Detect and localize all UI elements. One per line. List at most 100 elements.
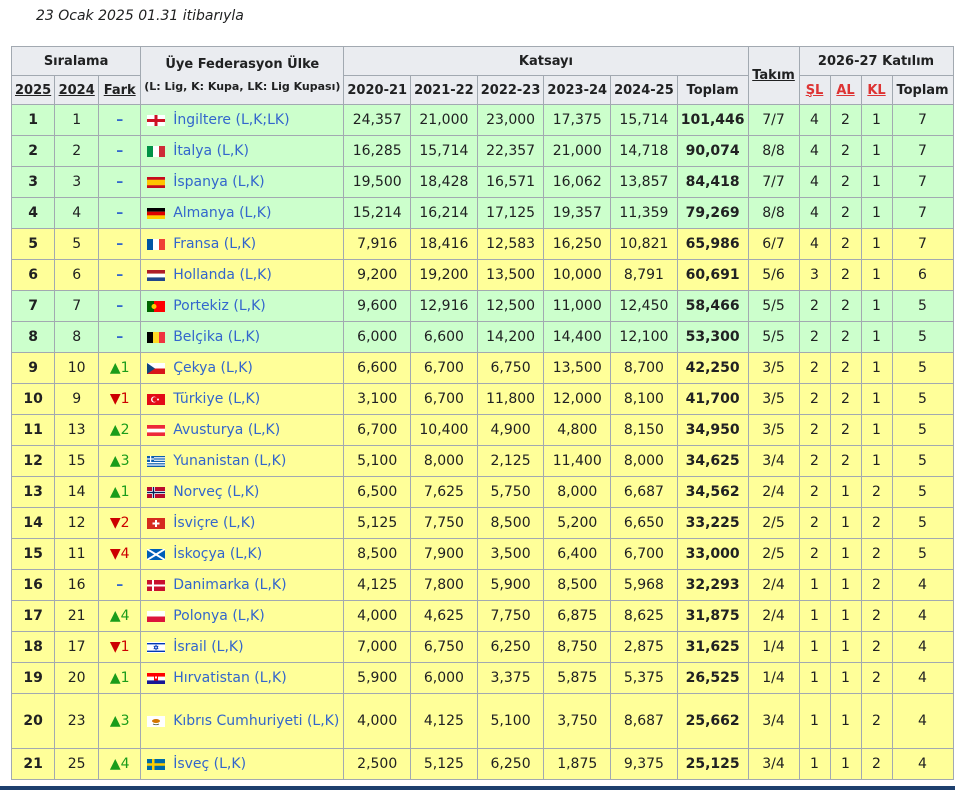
al-cell: 2 bbox=[829, 197, 862, 229]
table-caption: 23 Ocak 2025 01.31 itibarıyla bbox=[36, 8, 244, 24]
rank-2024-cell: 25 bbox=[54, 748, 100, 780]
country-link[interactable]: İsviçre bbox=[173, 515, 219, 531]
table-row: 7 7– Portekiz (L,K) 9,600 12,916 12,500 11,000… bbox=[10, 290, 954, 322]
rank-2025-cell: 13 bbox=[10, 476, 56, 508]
season-coefficient-cell: 4,000 bbox=[343, 693, 412, 749]
season-coefficient-cell: 4,625 bbox=[410, 600, 478, 632]
season-coefficient-cell: 9,200 bbox=[343, 259, 412, 291]
header-2024[interactable]: 2024 bbox=[54, 75, 100, 105]
sl-cell: 2 bbox=[798, 507, 831, 539]
country-link[interactable]: İtalya bbox=[173, 143, 213, 159]
season-coefficient-cell: 15,214 bbox=[343, 197, 412, 229]
country-link[interactable]: Polonya bbox=[173, 608, 228, 624]
team-count-cell: 7/7 bbox=[747, 104, 800, 136]
season-coefficient-cell: 6,400 bbox=[543, 538, 612, 570]
header-2025[interactable]: 2025 bbox=[10, 75, 56, 105]
flag-por-icon bbox=[147, 297, 167, 312]
rank-2024-cell: 17 bbox=[54, 631, 100, 663]
rank-2025-cell: 16 bbox=[10, 569, 56, 601]
flag-den-icon bbox=[147, 576, 167, 591]
flag-eng-icon bbox=[147, 111, 167, 126]
header-fark[interactable]: Fark bbox=[98, 75, 142, 105]
al-cell: 1 bbox=[829, 569, 862, 601]
al-cell: 2 bbox=[829, 445, 862, 477]
country-link[interactable]: Fransa bbox=[173, 236, 220, 252]
header-sl[interactable]: ŞL bbox=[798, 75, 831, 105]
country-link[interactable]: Türkiye bbox=[173, 391, 224, 407]
sl-cell: 1 bbox=[798, 631, 831, 663]
season-coefficient-cell: 6,000 bbox=[410, 662, 478, 694]
total-participation-cell: 5 bbox=[891, 538, 954, 570]
rank-change-cell: ▲3 bbox=[98, 693, 142, 749]
total-coefficient-cell: 101,446 bbox=[676, 104, 749, 136]
team-count-cell: 3/4 bbox=[747, 748, 800, 780]
season-coefficient-cell: 4,125 bbox=[410, 693, 478, 749]
rank-change-cell: – bbox=[98, 569, 142, 601]
rank-2025-cell: 5 bbox=[10, 228, 56, 260]
rank-2025-cell: 8 bbox=[10, 321, 56, 353]
season-coefficient-cell: 7,900 bbox=[410, 538, 478, 570]
country-link[interactable]: Portekiz bbox=[173, 298, 229, 314]
al-cell: 1 bbox=[829, 662, 862, 694]
kl-cell: 2 bbox=[860, 748, 893, 780]
flag-fra-icon bbox=[147, 235, 167, 250]
season-coefficient-cell: 7,750 bbox=[410, 507, 478, 539]
country-link[interactable]: Avusturya bbox=[173, 422, 244, 438]
team-count-cell: 5/6 bbox=[747, 259, 800, 291]
total-coefficient-cell: 34,625 bbox=[676, 445, 749, 477]
season-coefficient-cell: 23,000 bbox=[476, 104, 545, 136]
flag-sco-icon bbox=[146, 545, 167, 561]
team-count-cell: 8/8 bbox=[747, 197, 800, 229]
country-link[interactable]: Danimarka bbox=[173, 577, 250, 593]
kl-cell: 1 bbox=[860, 414, 893, 446]
rank-2025-cell: 19 bbox=[10, 662, 56, 694]
flag-aut-icon bbox=[147, 421, 167, 436]
flag-pol-icon bbox=[147, 607, 167, 622]
sl-cell: 1 bbox=[798, 748, 831, 780]
season-coefficient-cell: 2,500 bbox=[343, 748, 412, 780]
al-cell: 2 bbox=[829, 290, 862, 322]
rank-2025-cell: 20 bbox=[10, 693, 56, 749]
sl-cell: 2 bbox=[798, 321, 831, 353]
sl-cell: 1 bbox=[798, 662, 831, 694]
country-link[interactable]: Norveç bbox=[173, 484, 223, 500]
kl-cell: 1 bbox=[860, 166, 893, 198]
kl-cell: 2 bbox=[860, 569, 893, 601]
country-link[interactable]: Yunanistan bbox=[173, 453, 250, 469]
header-al[interactable]: AL bbox=[829, 75, 862, 105]
competition-note: (L,K) bbox=[220, 360, 253, 376]
country-link[interactable]: Hırvatistan bbox=[173, 670, 250, 686]
rank-2024-cell: 23 bbox=[54, 693, 100, 749]
country-link[interactable]: İskoçya bbox=[173, 546, 226, 562]
country-link[interactable]: Hollanda bbox=[173, 267, 235, 283]
season-coefficient-cell: 16,285 bbox=[343, 135, 412, 167]
flag-cze-icon bbox=[147, 359, 167, 374]
header-takim[interactable]: Takım bbox=[747, 46, 800, 105]
country-link[interactable]: Kıbrıs Cumhuriyeti bbox=[173, 713, 303, 729]
rank-change-cell: ▲1 bbox=[98, 352, 142, 384]
country-link[interactable]: Almanya bbox=[173, 205, 235, 221]
kl-cell: 2 bbox=[860, 662, 893, 694]
rank-2024-cell: 9 bbox=[54, 383, 100, 415]
flag-nor-icon bbox=[147, 483, 167, 498]
total-participation-cell: 4 bbox=[891, 569, 954, 601]
country-link[interactable]: İspanya bbox=[173, 174, 228, 190]
header-kl[interactable]: KL bbox=[860, 75, 893, 105]
country-link[interactable]: İsrail bbox=[173, 639, 207, 655]
header-season-2022-23: 2022-23 bbox=[476, 75, 545, 105]
country-link[interactable]: Belçika bbox=[173, 329, 224, 345]
season-coefficient-cell: 5,900 bbox=[343, 662, 412, 694]
season-coefficient-cell: 12,916 bbox=[410, 290, 478, 322]
competition-note: (L,K) bbox=[216, 143, 249, 159]
season-coefficient-cell: 6,700 bbox=[410, 383, 478, 415]
total-coefficient-cell: 42,250 bbox=[676, 352, 749, 384]
season-coefficient-cell: 7,625 bbox=[410, 476, 478, 508]
country-link[interactable]: Çekya bbox=[173, 360, 217, 376]
country-link[interactable]: İngiltere bbox=[173, 112, 232, 128]
rank-2024-cell: 15 bbox=[54, 445, 100, 477]
season-coefficient-cell: 8,500 bbox=[476, 507, 545, 539]
kl-cell: 1 bbox=[860, 259, 893, 291]
rank-2025-cell: 1 bbox=[10, 104, 56, 136]
country-link[interactable]: İsveç bbox=[173, 756, 210, 772]
flag-gre-icon bbox=[147, 452, 167, 467]
